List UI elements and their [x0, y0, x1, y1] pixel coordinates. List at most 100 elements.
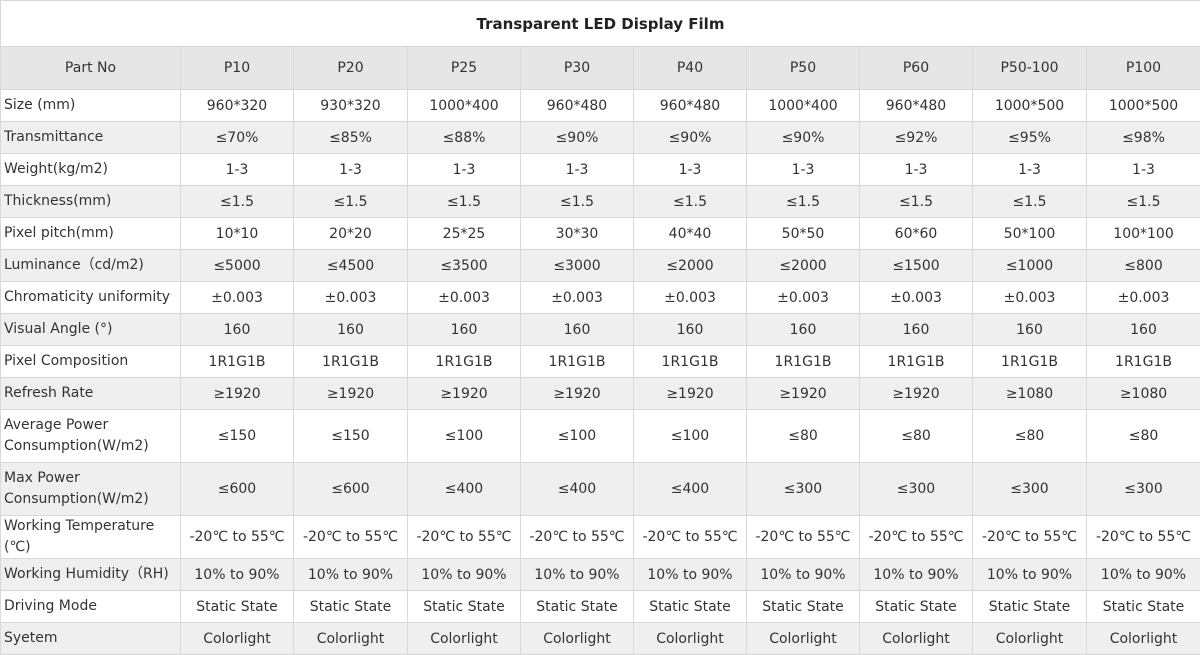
- table-title: Transparent LED Display Film: [1, 1, 1200, 47]
- spec-value: Static State: [294, 591, 408, 623]
- spec-value: 160: [747, 314, 860, 346]
- spec-value: 160: [1087, 314, 1200, 346]
- spec-value: 100*100: [1087, 218, 1200, 250]
- spec-value: Static State: [747, 591, 860, 623]
- spec-value: 1000*400: [747, 90, 860, 122]
- spec-value: 1R1G1B: [747, 346, 860, 378]
- spec-value: 10% to 90%: [973, 559, 1087, 591]
- spec-value: Static State: [521, 591, 634, 623]
- spec-value: 25*25: [408, 218, 521, 250]
- model-header: P40: [634, 47, 747, 90]
- spec-value: 160: [181, 314, 294, 346]
- row-label: Chromaticity uniformity: [1, 282, 181, 314]
- model-header: P20: [294, 47, 408, 90]
- spec-value: ≤1.5: [634, 186, 747, 218]
- spec-value: 1-3: [408, 154, 521, 186]
- spec-value: 1R1G1B: [408, 346, 521, 378]
- spec-value: ≥1920: [294, 378, 408, 410]
- spec-value: ±0.003: [747, 282, 860, 314]
- spec-value: 10% to 90%: [747, 559, 860, 591]
- spec-value: 10% to 90%: [294, 559, 408, 591]
- title-row: Transparent LED Display Film: [1, 1, 1200, 47]
- row-label: Visual Angle (°): [1, 314, 181, 346]
- spec-value: ≤600: [181, 463, 294, 516]
- spec-value: ≤90%: [521, 122, 634, 154]
- spec-value: ≤100: [634, 410, 747, 463]
- spec-value: 30*30: [521, 218, 634, 250]
- spec-value: ±0.003: [181, 282, 294, 314]
- spec-value: ±0.003: [294, 282, 408, 314]
- spec-value: Colorlight: [747, 623, 860, 655]
- spec-value: ≤2000: [747, 250, 860, 282]
- table-row: Transmittance≤70%≤85%≤88%≤90%≤90%≤90%≤92…: [1, 122, 1200, 154]
- spec-value: Colorlight: [408, 623, 521, 655]
- spec-value: 160: [973, 314, 1087, 346]
- spec-value: 960*320: [181, 90, 294, 122]
- table-row: Refresh Rate≥1920≥1920≥1920≥1920≥1920≥19…: [1, 378, 1200, 410]
- spec-value: -20℃ to 55℃: [634, 516, 747, 559]
- spec-value: ≤100: [521, 410, 634, 463]
- spec-value: Colorlight: [973, 623, 1087, 655]
- spec-value: ≤1.5: [1087, 186, 1200, 218]
- model-header: P25: [408, 47, 521, 90]
- model-header: P30: [521, 47, 634, 90]
- spec-value: ≤70%: [181, 122, 294, 154]
- spec-value: ≤800: [1087, 250, 1200, 282]
- spec-value: ±0.003: [408, 282, 521, 314]
- spec-value: ≤1.5: [408, 186, 521, 218]
- spec-value: ≤1000: [973, 250, 1087, 282]
- spec-value: 10*10: [181, 218, 294, 250]
- spec-value: ≤150: [181, 410, 294, 463]
- spec-value: 1-3: [1087, 154, 1200, 186]
- table-row: Chromaticity uniformity±0.003±0.003±0.00…: [1, 282, 1200, 314]
- spec-value: 160: [860, 314, 973, 346]
- spec-value: ≥1920: [181, 378, 294, 410]
- spec-value: ≤1.5: [860, 186, 973, 218]
- spec-value: 1-3: [181, 154, 294, 186]
- spec-value: ≥1080: [973, 378, 1087, 410]
- spec-value: 20*20: [294, 218, 408, 250]
- spec-value: ≥1920: [521, 378, 634, 410]
- model-header: P50-100: [973, 47, 1087, 90]
- spec-value: ≤3500: [408, 250, 521, 282]
- spec-value: ±0.003: [634, 282, 747, 314]
- spec-value: 160: [408, 314, 521, 346]
- spec-value: ≤1.5: [181, 186, 294, 218]
- spec-value: 1-3: [860, 154, 973, 186]
- spec-value: 930*320: [294, 90, 408, 122]
- spec-value: Colorlight: [294, 623, 408, 655]
- table-row: Thickness(mm)≤1.5≤1.5≤1.5≤1.5≤1.5≤1.5≤1.…: [1, 186, 1200, 218]
- spec-value: Static State: [1087, 591, 1200, 623]
- spec-value: ≤1.5: [747, 186, 860, 218]
- spec-value: ≤300: [1087, 463, 1200, 516]
- model-header: P10: [181, 47, 294, 90]
- spec-value: Colorlight: [181, 623, 294, 655]
- spec-value: Static State: [408, 591, 521, 623]
- header-row: Part No P10 P20 P25 P30 P40 P50 P60 P50-…: [1, 47, 1200, 90]
- spec-value: 50*100: [973, 218, 1087, 250]
- spec-value: ≤400: [521, 463, 634, 516]
- header-label: Part No: [1, 47, 181, 90]
- spec-value: ±0.003: [860, 282, 973, 314]
- row-label: Size (mm): [1, 90, 181, 122]
- spec-value: ≤4500: [294, 250, 408, 282]
- spec-value: ≤85%: [294, 122, 408, 154]
- spec-value: 1-3: [521, 154, 634, 186]
- spec-value: ±0.003: [521, 282, 634, 314]
- row-label: Pixel pitch(mm): [1, 218, 181, 250]
- spec-value: ≤1.5: [521, 186, 634, 218]
- spec-value: 1000*400: [408, 90, 521, 122]
- spec-value: ±0.003: [1087, 282, 1200, 314]
- spec-value: ≤88%: [408, 122, 521, 154]
- spec-value: ≤98%: [1087, 122, 1200, 154]
- spec-value: -20℃ to 55℃: [181, 516, 294, 559]
- spec-value: 1R1G1B: [860, 346, 973, 378]
- spec-value: ≥1920: [747, 378, 860, 410]
- spec-value: ≤1500: [860, 250, 973, 282]
